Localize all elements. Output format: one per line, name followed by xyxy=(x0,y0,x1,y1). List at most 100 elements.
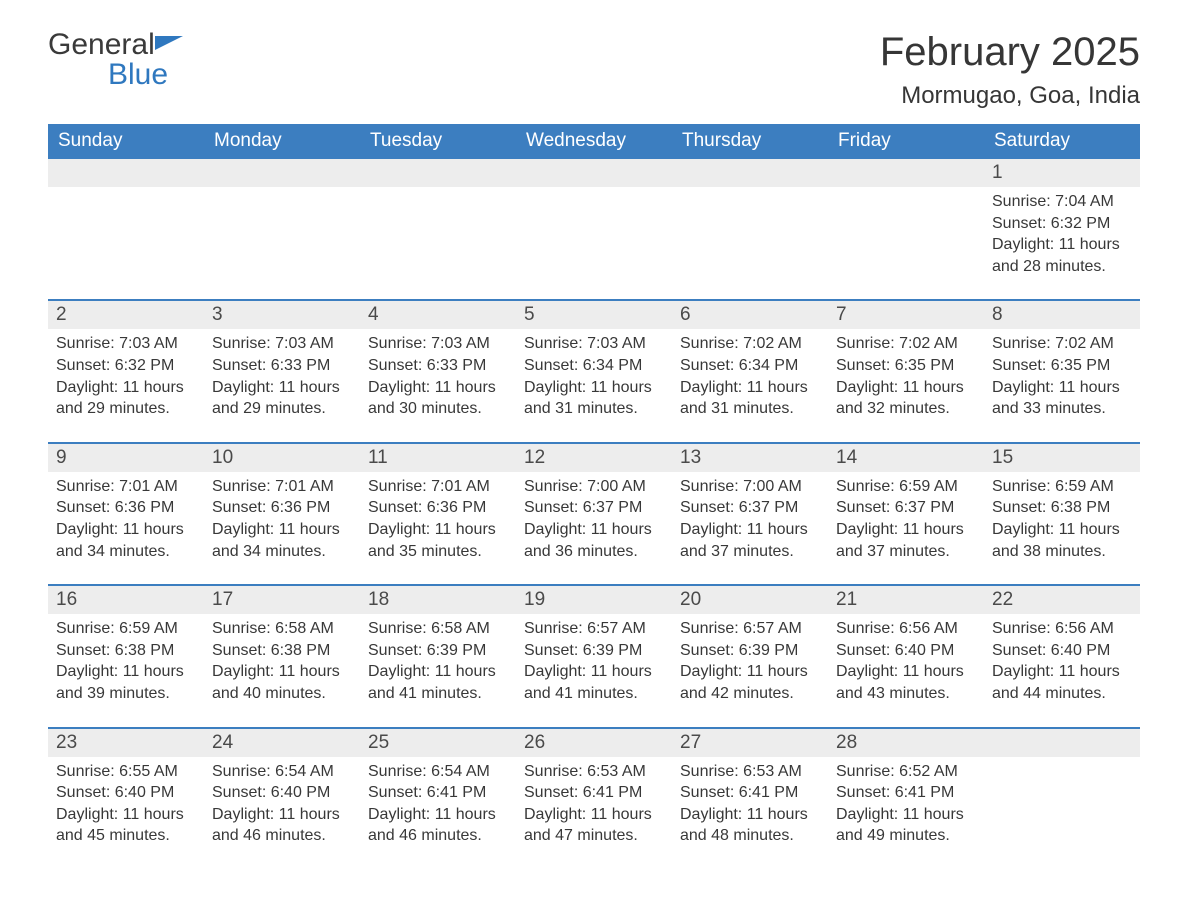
sunset-line: Sunset: 6:37 PM xyxy=(680,497,820,519)
daylight-line: Daylight: 11 hours and 34 minutes. xyxy=(56,519,196,562)
sunset-line: Sunset: 6:38 PM xyxy=(212,640,352,662)
daylight-line: Daylight: 11 hours and 49 minutes. xyxy=(836,804,976,847)
sunrise-line: Sunrise: 7:03 AM xyxy=(56,333,196,355)
sunrise-line: Sunrise: 7:02 AM xyxy=(992,333,1132,355)
day-cell xyxy=(984,757,1140,853)
day-cell: Sunrise: 6:56 AMSunset: 6:40 PMDaylight:… xyxy=(828,614,984,710)
dayname-cell: Tuesday xyxy=(360,124,516,159)
day-cell: Sunrise: 6:54 AMSunset: 6:41 PMDaylight:… xyxy=(360,757,516,853)
sunset-line: Sunset: 6:37 PM xyxy=(836,497,976,519)
day-cell: Sunrise: 6:52 AMSunset: 6:41 PMDaylight:… xyxy=(828,757,984,853)
day-number: 23 xyxy=(48,729,204,757)
sunset-line: Sunset: 6:36 PM xyxy=(212,497,352,519)
day-cell: Sunrise: 7:03 AMSunset: 6:32 PMDaylight:… xyxy=(48,329,204,425)
brand-part1: General xyxy=(48,28,155,61)
daylight-line: Daylight: 11 hours and 28 minutes. xyxy=(992,234,1132,277)
day-number: 1 xyxy=(984,159,1140,187)
sunrise-line: Sunrise: 6:52 AM xyxy=(836,761,976,783)
dayname-cell: Saturday xyxy=(984,124,1140,159)
sunset-line: Sunset: 6:41 PM xyxy=(368,782,508,804)
calendar-week: 16171819202122Sunrise: 6:59 AMSunset: 6:… xyxy=(48,584,1140,710)
day-number: 24 xyxy=(204,729,360,757)
dayname-cell: Wednesday xyxy=(516,124,672,159)
calendar-week: 1Sunrise: 7:04 AMSunset: 6:32 PMDaylight… xyxy=(48,159,1140,283)
daylight-line: Daylight: 11 hours and 32 minutes. xyxy=(836,377,976,420)
daylight-line: Daylight: 11 hours and 48 minutes. xyxy=(680,804,820,847)
dayname-header: SundayMondayTuesdayWednesdayThursdayFrid… xyxy=(48,124,1140,159)
daylight-line: Daylight: 11 hours and 33 minutes. xyxy=(992,377,1132,420)
location-text: Mormugao, Goa, India xyxy=(880,82,1140,110)
day-cell: Sunrise: 7:00 AMSunset: 6:37 PMDaylight:… xyxy=(516,472,672,568)
day-number: 18 xyxy=(360,586,516,614)
day-number: 20 xyxy=(672,586,828,614)
title-block: February 2025 Mormugao, Goa, India xyxy=(880,30,1140,110)
sunrise-line: Sunrise: 7:03 AM xyxy=(212,333,352,355)
sunset-line: Sunset: 6:39 PM xyxy=(368,640,508,662)
daynum-row: 16171819202122 xyxy=(48,586,1140,614)
daylight-line: Daylight: 11 hours and 43 minutes. xyxy=(836,661,976,704)
sunrise-line: Sunrise: 6:58 AM xyxy=(368,618,508,640)
day-cell: Sunrise: 7:00 AMSunset: 6:37 PMDaylight:… xyxy=(672,472,828,568)
daynum-row: 9101112131415 xyxy=(48,444,1140,472)
sunrise-line: Sunrise: 6:59 AM xyxy=(992,476,1132,498)
day-cell: Sunrise: 6:56 AMSunset: 6:40 PMDaylight:… xyxy=(984,614,1140,710)
sunrise-line: Sunrise: 7:01 AM xyxy=(212,476,352,498)
sunrise-line: Sunrise: 6:54 AM xyxy=(212,761,352,783)
sunrise-line: Sunrise: 7:03 AM xyxy=(524,333,664,355)
dayname-cell: Sunday xyxy=(48,124,204,159)
daylight-line: Daylight: 11 hours and 30 minutes. xyxy=(368,377,508,420)
sunrise-line: Sunrise: 7:00 AM xyxy=(524,476,664,498)
day-cell: Sunrise: 7:03 AMSunset: 6:33 PMDaylight:… xyxy=(204,329,360,425)
day-cell: Sunrise: 7:01 AMSunset: 6:36 PMDaylight:… xyxy=(360,472,516,568)
calendar-week: 9101112131415Sunrise: 7:01 AMSunset: 6:3… xyxy=(48,442,1140,568)
day-cell: Sunrise: 6:57 AMSunset: 6:39 PMDaylight:… xyxy=(672,614,828,710)
dayname-cell: Friday xyxy=(828,124,984,159)
brand-logo: General Blue xyxy=(48,30,183,90)
sunset-line: Sunset: 6:35 PM xyxy=(992,355,1132,377)
day-number: 28 xyxy=(828,729,984,757)
sunset-line: Sunset: 6:40 PM xyxy=(992,640,1132,662)
day-cell xyxy=(672,187,828,283)
day-number: 17 xyxy=(204,586,360,614)
day-number: 21 xyxy=(828,586,984,614)
daylight-line: Daylight: 11 hours and 29 minutes. xyxy=(56,377,196,420)
sunset-line: Sunset: 6:41 PM xyxy=(836,782,976,804)
day-number xyxy=(516,159,672,187)
day-cell: Sunrise: 6:53 AMSunset: 6:41 PMDaylight:… xyxy=(672,757,828,853)
daynum-row: 2345678 xyxy=(48,301,1140,329)
day-number: 9 xyxy=(48,444,204,472)
sunrise-line: Sunrise: 7:04 AM xyxy=(992,191,1132,213)
daylight-line: Daylight: 11 hours and 41 minutes. xyxy=(524,661,664,704)
sunrise-line: Sunrise: 6:57 AM xyxy=(524,618,664,640)
day-number: 10 xyxy=(204,444,360,472)
flag-icon xyxy=(155,30,183,60)
day-number: 26 xyxy=(516,729,672,757)
day-number: 19 xyxy=(516,586,672,614)
day-number: 8 xyxy=(984,301,1140,329)
sunrise-line: Sunrise: 6:54 AM xyxy=(368,761,508,783)
sunset-line: Sunset: 6:40 PM xyxy=(212,782,352,804)
daynum-row: 232425262728 xyxy=(48,729,1140,757)
day-number: 14 xyxy=(828,444,984,472)
day-number: 2 xyxy=(48,301,204,329)
day-cell: Sunrise: 7:03 AMSunset: 6:34 PMDaylight:… xyxy=(516,329,672,425)
day-cell: Sunrise: 6:59 AMSunset: 6:37 PMDaylight:… xyxy=(828,472,984,568)
sunset-line: Sunset: 6:41 PM xyxy=(680,782,820,804)
daylight-line: Daylight: 11 hours and 34 minutes. xyxy=(212,519,352,562)
day-number xyxy=(360,159,516,187)
day-number: 5 xyxy=(516,301,672,329)
day-number: 7 xyxy=(828,301,984,329)
day-number: 13 xyxy=(672,444,828,472)
sunrise-line: Sunrise: 6:53 AM xyxy=(524,761,664,783)
sunset-line: Sunset: 6:39 PM xyxy=(524,640,664,662)
day-cell: Sunrise: 6:59 AMSunset: 6:38 PMDaylight:… xyxy=(48,614,204,710)
sunrise-line: Sunrise: 6:56 AM xyxy=(992,618,1132,640)
day-cell: Sunrise: 7:04 AMSunset: 6:32 PMDaylight:… xyxy=(984,187,1140,283)
day-cell: Sunrise: 6:57 AMSunset: 6:39 PMDaylight:… xyxy=(516,614,672,710)
dayname-cell: Monday xyxy=(204,124,360,159)
day-cell: Sunrise: 7:02 AMSunset: 6:35 PMDaylight:… xyxy=(984,329,1140,425)
sunrise-line: Sunrise: 7:00 AM xyxy=(680,476,820,498)
sunrise-line: Sunrise: 7:02 AM xyxy=(680,333,820,355)
cell-row: Sunrise: 7:03 AMSunset: 6:32 PMDaylight:… xyxy=(48,329,1140,425)
calendar-week: 232425262728Sunrise: 6:55 AMSunset: 6:40… xyxy=(48,727,1140,853)
